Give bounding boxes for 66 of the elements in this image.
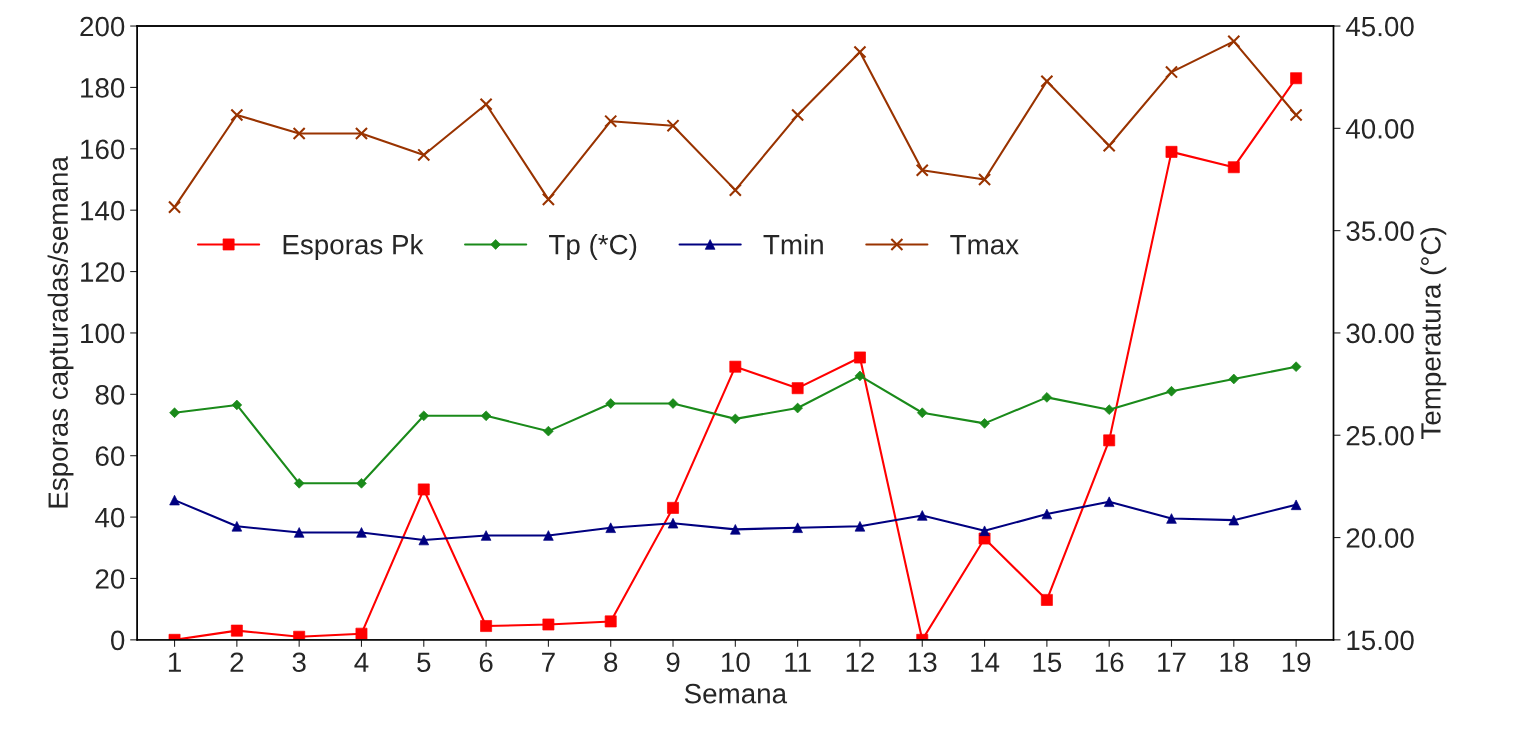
point <box>605 522 616 533</box>
point <box>479 97 493 111</box>
x-tick-label: 8 <box>604 652 618 673</box>
point <box>853 45 867 59</box>
point <box>977 172 992 187</box>
y2-axis-title: Temperatura (°C) <box>1420 228 1447 439</box>
y-tick-label: 140 <box>81 200 125 221</box>
x-tick-label: 4 <box>354 652 369 672</box>
y-tick-label: 60 <box>95 446 125 467</box>
x-tick-label: 11 <box>785 652 811 672</box>
legend-label: Tp (*C) <box>549 234 637 260</box>
y-tick-label: 40 <box>95 507 125 528</box>
point <box>791 108 805 122</box>
point <box>1227 34 1241 48</box>
x-tick-label: 9 <box>666 652 680 673</box>
point <box>1289 108 1303 122</box>
y2-tick-label: 40.00 <box>1345 119 1414 139</box>
x-tick-label: 18 <box>1220 652 1249 673</box>
x-tick-label: 6 <box>479 652 493 673</box>
y2-tick-label: 45.00 <box>1345 16 1414 37</box>
point <box>230 108 244 122</box>
x-tick-label: 19 <box>1282 652 1311 673</box>
y-tick-label: 120 <box>81 262 125 282</box>
x-tick-label: 1 <box>168 652 181 672</box>
y-tick-label: 100 <box>81 323 125 344</box>
point <box>604 114 618 128</box>
point <box>541 192 555 206</box>
point <box>728 183 742 197</box>
point <box>354 126 369 141</box>
x-tick-label: 15 <box>1033 652 1062 673</box>
point <box>1164 65 1179 79</box>
x-tick-label: 13 <box>908 652 937 673</box>
point <box>480 620 492 632</box>
x-tick-label: 14 <box>971 652 1000 672</box>
x-tick-label: 16 <box>1095 652 1124 673</box>
legend-label: Tmax <box>950 235 1019 255</box>
y2-tick-label: 30.00 <box>1346 323 1414 344</box>
y-tick-label: 160 <box>81 139 125 160</box>
legend-label: Esporas Pk <box>283 234 424 260</box>
y2-tick-label: 15.00 <box>1347 630 1414 651</box>
x-axis-title: Semana <box>684 683 788 704</box>
point <box>854 351 866 364</box>
point <box>167 200 182 214</box>
legend-label: Tmin <box>763 234 823 255</box>
y-tick-label: 180 <box>81 78 125 98</box>
x-tick-label: 3 <box>292 652 306 673</box>
x-tick-label: 17 <box>1158 652 1186 672</box>
point <box>915 163 929 177</box>
point <box>417 148 431 162</box>
x-tick-label: 2 <box>230 652 244 672</box>
y2-tick-label: 35.00 <box>1346 221 1414 241</box>
y2-tick-label: 25.00 <box>1346 425 1414 446</box>
point <box>666 119 680 133</box>
y-tick-label: 200 <box>80 16 125 37</box>
x-tick-label: 5 <box>417 652 431 673</box>
point <box>292 126 306 141</box>
point <box>1102 139 1116 153</box>
point <box>1040 74 1054 88</box>
y-axis-title: Esporas capturadas/semana <box>47 156 74 508</box>
x-tick-label: 7 <box>542 652 555 672</box>
y2-tick-label: 20.00 <box>1346 528 1414 548</box>
y-tick-label: 0 <box>110 630 125 651</box>
y-tick-label: 80 <box>95 384 125 405</box>
y-tick-label: 20 <box>95 569 125 589</box>
x-tick-label: 10 <box>722 652 750 673</box>
x-tick-label: 12 <box>846 652 874 672</box>
